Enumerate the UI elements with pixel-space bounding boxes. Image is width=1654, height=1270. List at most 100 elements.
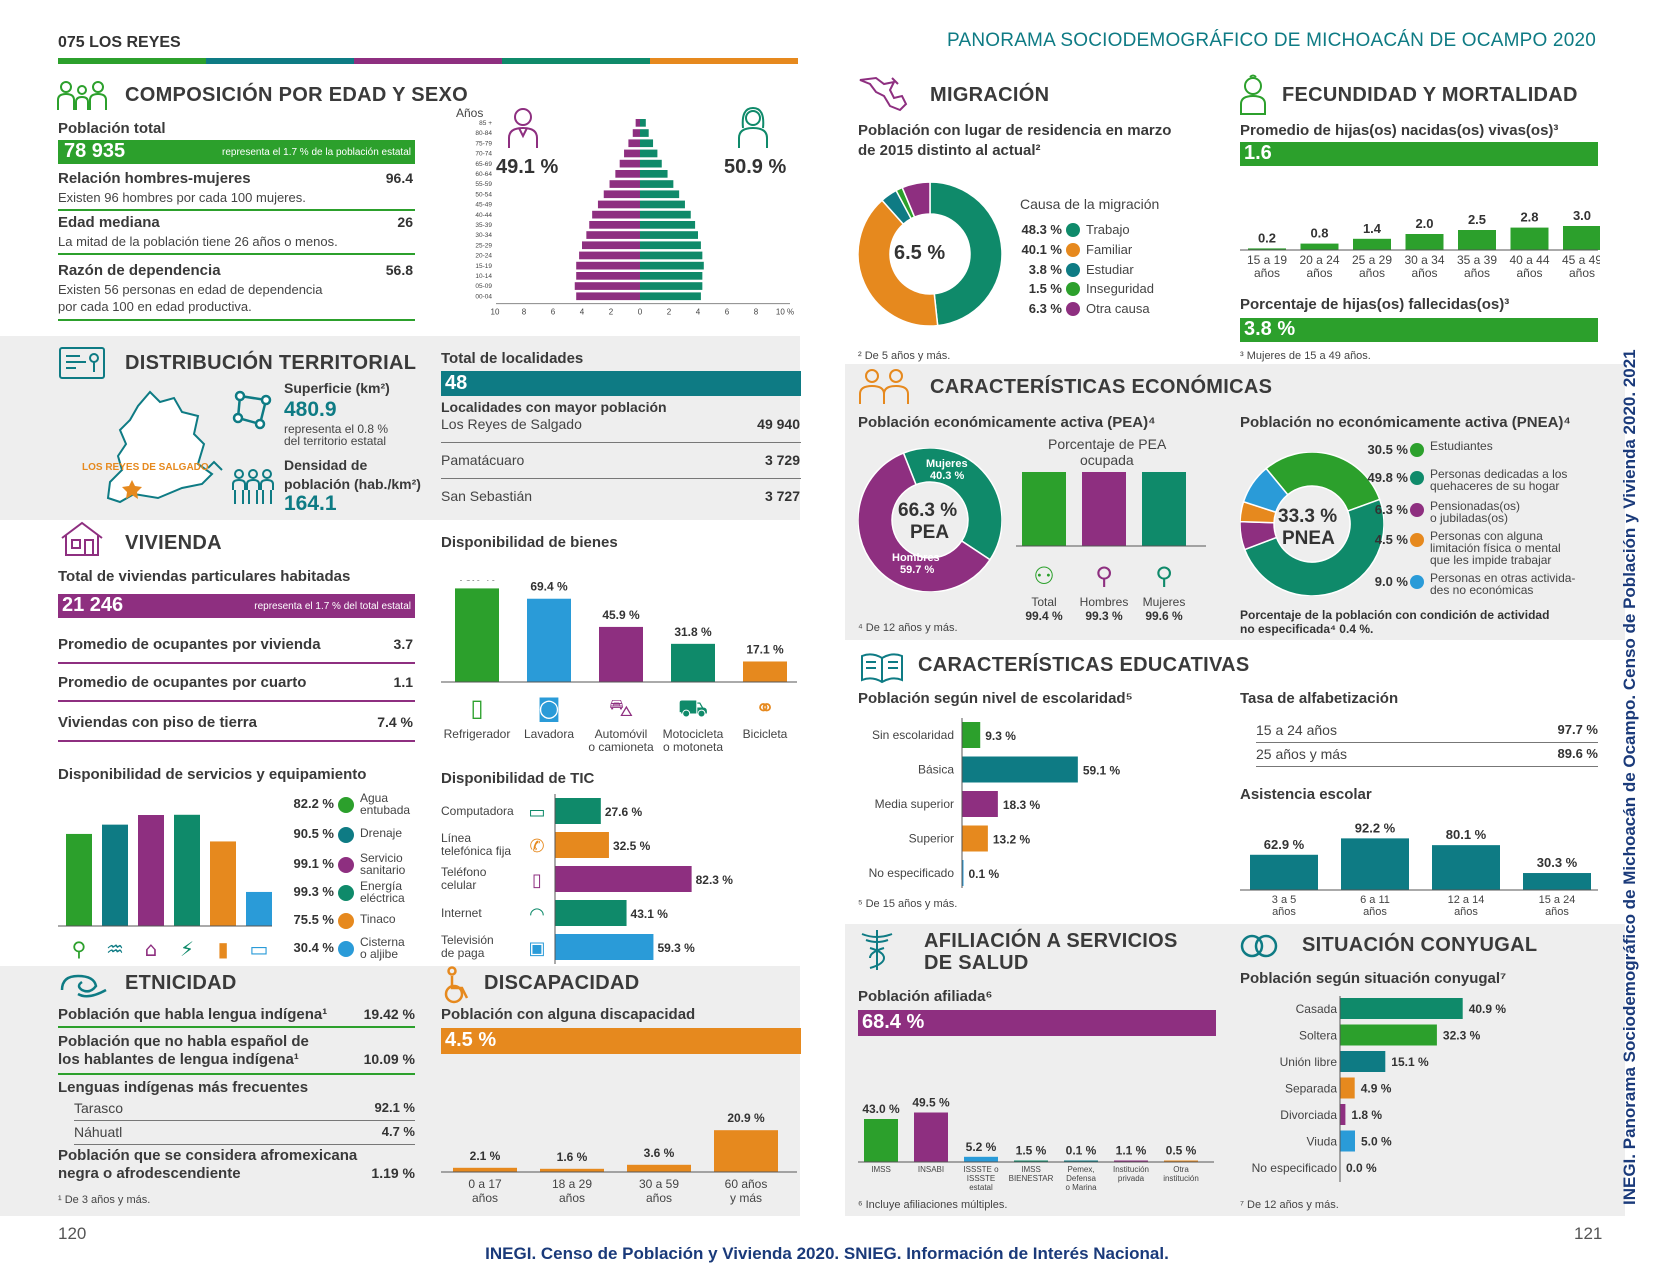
migracion-center: 6.5 %: [894, 242, 946, 264]
tic-label: telefónica fija: [441, 844, 511, 858]
pyramid-bar-mujeres: [640, 159, 662, 168]
age-tick-label: 85 +: [479, 120, 492, 127]
pyramid-bar-hombres: [586, 231, 640, 239]
causa-dot: [1066, 263, 1080, 277]
discapacidad-value: 4.5 %: [445, 1029, 497, 1051]
discapacidad-group-label: 18 a 29: [552, 1177, 592, 1191]
conyugal-value-label: 5.0 %: [1361, 1135, 1392, 1149]
pyramid-bar-mujeres: [640, 241, 701, 250]
no-espanol-value: 10.09 %: [363, 1051, 415, 1067]
alfa-rule: [1256, 742, 1598, 743]
fecundidad-value-label: 3.0: [1573, 208, 1591, 223]
servicio-pct: 75.5 %: [293, 912, 334, 927]
age-tick-label: 65-69: [475, 161, 492, 168]
viviendas-total-note: representa el 1.7 % del total estatal: [254, 601, 411, 612]
discapacidad-title: DISCAPACIDAD: [484, 972, 640, 994]
servicio-bar: [102, 824, 128, 926]
tic-bar: [555, 866, 692, 892]
age-tick-label: 40-44: [475, 212, 492, 219]
fecundidad-bar: [1458, 230, 1496, 250]
conyugal-value-label: 4.9 %: [1361, 1082, 1392, 1096]
age-tick-label: 80-84: [475, 130, 492, 137]
pnea-label: Estudiantes: [1430, 439, 1493, 453]
pnea-label: Personas con alguna: [1430, 529, 1543, 543]
fecundidad-value-label: 0.2: [1258, 230, 1276, 245]
age-tick-label: 60-64: [475, 171, 492, 178]
promedio-hijos-value: 1.6: [1244, 142, 1272, 164]
pyramid-x-tick: 0: [638, 308, 643, 317]
discapacidad-bar: [540, 1168, 604, 1172]
ocupada-title-2: ocupada: [1080, 452, 1134, 468]
pnea-slice: [1243, 498, 1384, 596]
pyramid-bar-hombres: [582, 241, 640, 250]
servicio-icon: ▭: [250, 937, 269, 961]
pyramid-bar-mujeres: [640, 180, 674, 188]
pnea-pct: 9.0 %: [1374, 574, 1408, 589]
rings-icon: [1240, 934, 1278, 958]
age-pyramid-chart: 85 + 80-84 75-79 70-74 65-69 60-64 55-59 50-54 4…: [475, 119, 794, 317]
bien-label: Lavadora: [524, 727, 574, 741]
age-tick-label: 30-34: [475, 232, 492, 239]
asistencia-group-label: 12 a 14: [1448, 894, 1485, 906]
conyugal-label: No especificado: [1252, 1161, 1338, 1175]
razon-note-1: Existen 56 personas en edad de dependenc…: [58, 282, 323, 297]
anos-label: Años: [456, 106, 484, 120]
no-espanol-label-1: Población que no habla español de: [58, 1033, 309, 1050]
no-espanol-label-2: los hablantes de lengua indígena¹: [58, 1051, 299, 1068]
causa-label: Otra causa: [1086, 301, 1150, 316]
escolaridad-title: Población según nivel de escolaridad⁵: [858, 690, 1133, 707]
servicio-pct: 30.4 %: [293, 940, 334, 955]
asistencia-group-label: años: [1272, 906, 1296, 918]
asistencia-group-label: años: [1363, 906, 1387, 918]
fecundidad-group-label: años: [1411, 266, 1437, 280]
fecundidad-group-label: años: [1516, 266, 1542, 280]
fecundidad-value-label: 2.8: [1520, 210, 1538, 225]
fecundidad-group-label: 35 a 39: [1457, 253, 1497, 267]
localidad-rule: [441, 442, 801, 443]
educacion-title: CARACTERÍSTICAS EDUCATIVAS: [918, 654, 1250, 676]
conyugal-bar: [1340, 1104, 1346, 1125]
pnea-label: Personas dedicadas a los: [1430, 467, 1568, 481]
pyramid-x-tick: 8: [754, 308, 759, 317]
vivienda-title: VIVIENDA: [125, 532, 222, 554]
conyugal-value-label: 32.3 %: [1443, 1029, 1481, 1043]
bien-label: Bicicleta: [743, 727, 788, 741]
tic-bar: [555, 832, 609, 858]
wheelchair-icon: [444, 966, 469, 1004]
fecundidad-group-label: 15 a 19: [1247, 253, 1287, 267]
migracion-note: ² De 5 años y más.: [858, 350, 951, 362]
escolaridad-label: Superior: [909, 832, 954, 846]
discapacidad-bar: [714, 1130, 778, 1172]
fallecidos-value: 3.8 %: [1244, 318, 1296, 340]
afiliacion-value-label: 49.5 %: [912, 1096, 950, 1110]
mujeres-pct: 50.9 %: [724, 156, 787, 178]
pyramid-bar-hombres: [592, 210, 640, 219]
localidad-name: Pamatácuaro: [441, 452, 525, 468]
pyramid-x-tick: 4: [696, 308, 701, 317]
fecundidad-bar: [1563, 226, 1600, 250]
vivienda-row-label: Promedio de ocupantes por vivienda: [58, 636, 321, 653]
servicio-label: entubada: [360, 803, 411, 817]
municipality-map: [106, 390, 223, 504]
vivienda-row-label: Promedio de ocupantes por cuarto: [58, 674, 307, 691]
asistencia-group-label: 15 a 24: [1539, 894, 1576, 906]
edad-mediana-label: Edad mediana: [58, 214, 160, 231]
conyugal-sub: Población según situación conyugal⁷: [1240, 970, 1507, 987]
tic-label: Teléfono: [441, 865, 487, 879]
pyramid-bar-hombres: [632, 129, 640, 137]
tic-icon: ▯: [532, 870, 542, 891]
page-number-left: 120: [58, 1224, 87, 1243]
servicio-label: Tinaco: [360, 912, 396, 926]
afiliacion-bar: [1064, 1160, 1098, 1162]
lengua-value: 4.7 %: [381, 1124, 415, 1139]
asistencia-title: Asistencia escolar: [1240, 786, 1372, 803]
ocupada-label: Mujeres: [1143, 595, 1186, 609]
ocupada-title-1: Porcentaje de PEA: [1048, 436, 1167, 452]
servicio-label: o aljibe: [360, 947, 399, 961]
woman-icon: [738, 106, 768, 148]
afiliacion-label: ISSSTE: [967, 1174, 995, 1183]
pyramid-x-tick: 8: [522, 308, 527, 317]
fecundidad-value-label: 1.4: [1363, 221, 1382, 236]
conyugal-label: Divorciada: [1280, 1108, 1337, 1122]
